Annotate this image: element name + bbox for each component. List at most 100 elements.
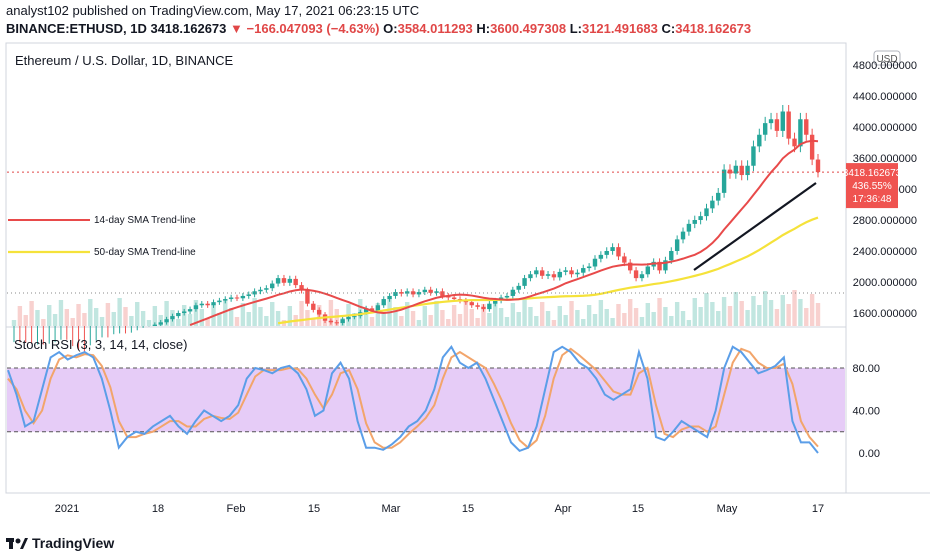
volume-bar bbox=[774, 309, 780, 326]
candle-body bbox=[727, 169, 733, 174]
candle-body bbox=[493, 300, 498, 304]
price-tick-label: 4000.000000 bbox=[853, 122, 917, 134]
candle-body bbox=[704, 208, 709, 217]
candle-body bbox=[557, 271, 562, 278]
volume-bar bbox=[287, 306, 293, 326]
candle-body bbox=[516, 285, 521, 290]
volume-bar bbox=[692, 298, 697, 326]
price-tick-label: 1600.000000 bbox=[853, 308, 917, 320]
candle-body bbox=[375, 305, 381, 311]
candle-body bbox=[610, 247, 615, 251]
candle-body bbox=[334, 322, 339, 324]
volume-bar bbox=[76, 304, 81, 326]
candle-body bbox=[768, 119, 774, 124]
candle-body bbox=[809, 134, 815, 160]
price-tag bbox=[846, 163, 898, 209]
close-value: 3418.162673 bbox=[675, 21, 752, 36]
volume-bar bbox=[739, 301, 744, 326]
volume-bar bbox=[710, 302, 715, 326]
volume-bar bbox=[93, 308, 99, 326]
candle-body bbox=[622, 256, 627, 263]
candle-body bbox=[440, 291, 445, 296]
volume-bar bbox=[381, 312, 386, 326]
candle-body bbox=[428, 289, 433, 293]
stoch-title: Stoch RSI (3, 3, 14, 14, close) bbox=[14, 337, 187, 352]
stoch-k-line bbox=[7, 344, 819, 454]
candle-body bbox=[340, 319, 345, 324]
volume-bar bbox=[64, 309, 70, 326]
volume-bar bbox=[41, 319, 46, 326]
time-tick-label: Apr bbox=[554, 503, 571, 515]
candle-body bbox=[287, 278, 293, 283]
sma14-line bbox=[189, 139, 819, 326]
candle-body bbox=[716, 192, 721, 201]
volume-bar bbox=[140, 311, 146, 326]
candle-body bbox=[804, 119, 809, 135]
time-tick-label: 2021 bbox=[55, 503, 79, 515]
volume-bar bbox=[575, 310, 580, 326]
volume-bar bbox=[745, 310, 750, 326]
volume-bar bbox=[369, 317, 375, 326]
candle-body bbox=[528, 274, 533, 279]
candle-body bbox=[751, 146, 756, 166]
volume-bar bbox=[528, 307, 533, 326]
candle-body bbox=[616, 247, 621, 257]
candle-body bbox=[469, 302, 474, 306]
candle-body bbox=[633, 270, 639, 279]
volume-bar bbox=[264, 316, 269, 326]
volume-bar bbox=[88, 299, 93, 326]
volume-bar bbox=[469, 309, 474, 326]
stoch-tick-label: 80.00 bbox=[852, 363, 880, 375]
candle-body bbox=[246, 294, 251, 296]
candle-body bbox=[205, 303, 210, 306]
volume-bar bbox=[557, 306, 562, 326]
candle-body bbox=[270, 283, 275, 289]
candle-body bbox=[792, 138, 797, 147]
volume-bar bbox=[504, 317, 510, 326]
last-price: 3418.162673 bbox=[150, 21, 227, 36]
volume-bar bbox=[534, 316, 539, 326]
volume-bar bbox=[199, 309, 204, 326]
volume-bar bbox=[193, 300, 199, 326]
volume-bar bbox=[716, 311, 721, 326]
candle-body bbox=[176, 313, 181, 317]
candle-body bbox=[592, 258, 598, 267]
candle-body bbox=[381, 299, 386, 306]
volume-bar bbox=[586, 305, 592, 326]
volume-bar bbox=[164, 301, 169, 326]
candle-body bbox=[434, 291, 439, 293]
candle-body bbox=[199, 303, 204, 306]
candle-body bbox=[275, 278, 281, 284]
volume-bar bbox=[11, 320, 17, 326]
candle-body bbox=[158, 322, 163, 325]
volume-bar bbox=[721, 297, 727, 326]
candle-body bbox=[363, 308, 369, 313]
candle-body bbox=[757, 134, 762, 147]
volume-bar bbox=[217, 313, 222, 326]
volume-bar bbox=[522, 298, 527, 326]
stoch-tick-label: 40.00 bbox=[852, 406, 880, 418]
symbol-label: BINANCE:ETHUSD, 1D bbox=[6, 21, 147, 36]
candle-body bbox=[393, 292, 398, 296]
volume-bar bbox=[628, 299, 633, 326]
candle-body bbox=[252, 291, 257, 295]
volume-bar bbox=[604, 309, 609, 326]
trend-line[interactable] bbox=[693, 182, 817, 271]
volume-bar bbox=[804, 308, 809, 326]
volume-bar bbox=[311, 319, 316, 326]
volume-bar bbox=[704, 293, 709, 326]
candle-body bbox=[181, 311, 187, 313]
price-axis: 1600.000000 2000.000000 2400.000000 2800.00… bbox=[853, 60, 917, 320]
volume-bar bbox=[815, 303, 821, 326]
candle-body bbox=[733, 165, 739, 174]
volume-bar bbox=[410, 311, 416, 326]
volume-bar bbox=[493, 299, 498, 326]
volume-bar bbox=[181, 305, 187, 326]
close-label: C: bbox=[661, 21, 676, 36]
currency-badge[interactable] bbox=[873, 50, 901, 66]
price-tick-label: 2000.000000 bbox=[853, 277, 917, 289]
stoch-tick-label: 0.00 bbox=[859, 448, 880, 460]
candle-body bbox=[228, 297, 234, 300]
volume-bar bbox=[645, 303, 651, 326]
